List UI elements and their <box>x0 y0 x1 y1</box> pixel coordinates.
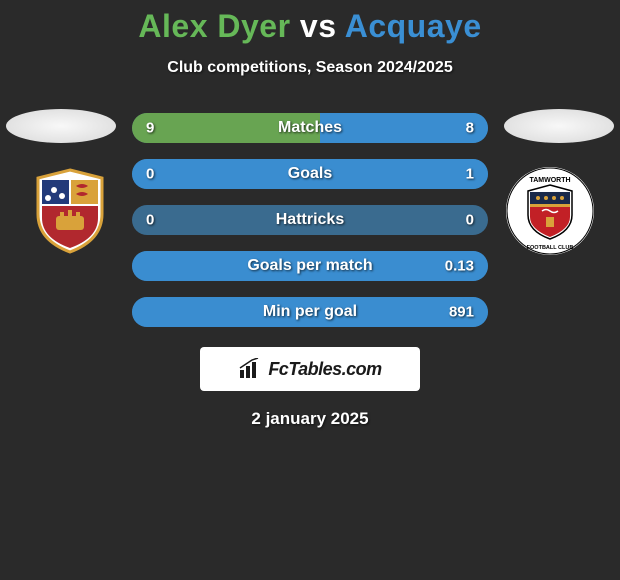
player1-name: Alex Dyer <box>138 8 290 44</box>
date-text: 2 january 2025 <box>0 409 620 429</box>
player1-crest <box>26 167 114 255</box>
tamworth-crest-icon: TAMWORTH FOOTBALL CLUB <box>506 167 594 255</box>
stat-label: Goals <box>288 165 332 183</box>
brand-badge: FcTables.com <box>200 347 420 391</box>
subtitle: Club competitions, Season 2024/2025 <box>0 59 620 77</box>
stat-value-right: 0 <box>466 212 474 229</box>
stat-label: Min per goal <box>263 303 357 321</box>
stat-value-left: 9 <box>146 120 154 137</box>
stat-row: 0 Goals 1 <box>132 159 488 189</box>
crest-ribbon-top: TAMWORTH <box>529 177 570 184</box>
player2-name: Acquaye <box>345 8 482 44</box>
stat-value-right: 1 <box>466 166 474 183</box>
crest-ribbon-bottom: FOOTBALL CLUB <box>527 245 574 251</box>
comparison-title: Alex Dyer vs Acquaye <box>0 8 620 45</box>
wealdstone-crest-icon <box>32 168 108 254</box>
stat-row: Min per goal 891 <box>132 297 488 327</box>
stat-value-right: 8 <box>466 120 474 137</box>
stat-value-right: 0.13 <box>445 258 474 275</box>
brand-text: FcTables.com <box>268 359 381 380</box>
stat-value-right: 891 <box>449 304 474 321</box>
vs-text: vs <box>300 8 337 44</box>
stat-value-left: 0 <box>146 212 154 229</box>
player1-oval <box>6 109 116 143</box>
stat-rows: 9 Matches 8 0 Goals 1 0 Hattricks 0 Goals per mat… <box>132 113 488 343</box>
stat-label: Hattricks <box>276 211 344 229</box>
stat-fill-right <box>320 113 488 143</box>
stat-row: 0 Hattricks 0 <box>132 205 488 235</box>
comparison-stage: TAMWORTH FOOTBALL CLUB 9Matches80Goals10… <box>0 97 620 337</box>
player2-oval <box>504 109 614 143</box>
player2-crest: TAMWORTH FOOTBALL CLUB <box>506 167 594 255</box>
stat-label: Goals per match <box>247 257 372 275</box>
bar-chart-icon <box>238 358 262 380</box>
stat-value-left: 0 <box>146 166 154 183</box>
header: Alex Dyer vs Acquaye Club competitions, … <box>0 0 620 77</box>
stat-row: 9 Matches 8 <box>132 113 488 143</box>
stat-row: Goals per match 0.13 <box>132 251 488 281</box>
stat-label: Matches <box>278 119 342 137</box>
